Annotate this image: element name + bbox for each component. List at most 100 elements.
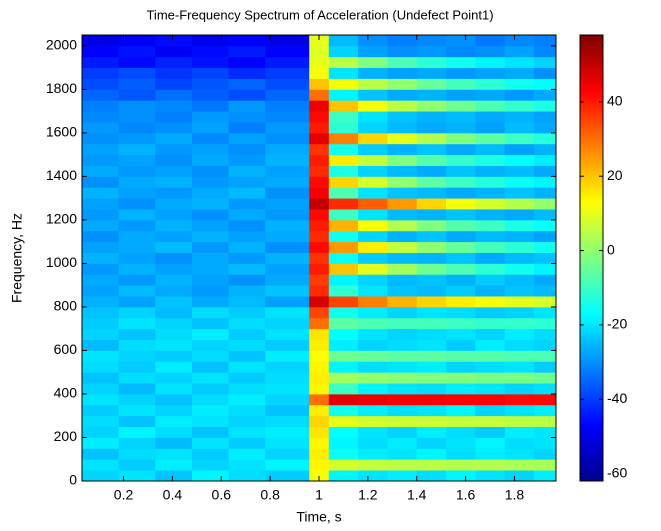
x-tick-label: 1.6 [456, 487, 476, 503]
heat-cell [328, 198, 359, 210]
heat-cell [265, 187, 310, 199]
heat-cell [416, 56, 447, 69]
heat-cell [504, 317, 535, 330]
heat-cell [387, 459, 418, 471]
heat-cell [446, 296, 476, 308]
heat-cell [504, 274, 535, 286]
heat-cell [416, 111, 447, 123]
heat-cell [82, 263, 120, 275]
heat-cell [416, 154, 447, 166]
heat-cell [504, 122, 535, 134]
heat-cell [309, 230, 330, 243]
heat-cell [155, 187, 193, 199]
heat-cell [358, 306, 388, 319]
heat-cell [534, 143, 557, 156]
heat-cell [265, 45, 310, 58]
heat-cell [82, 209, 120, 221]
heat-cell [446, 89, 476, 101]
heat-cell [446, 328, 476, 340]
heat-cell [228, 296, 266, 308]
heat-cell [82, 437, 120, 449]
heat-cell [309, 285, 330, 297]
heat-cell [118, 404, 156, 417]
heat-cell [358, 339, 388, 351]
heat-cell [309, 339, 330, 351]
heat-cell [82, 143, 120, 156]
heat-cell [534, 350, 557, 362]
heat-cell [475, 285, 506, 297]
heat-cell [504, 350, 535, 362]
heat-cell [228, 78, 266, 90]
heat-cell [504, 437, 535, 449]
heat-cell [416, 89, 447, 101]
heat-cell [328, 437, 359, 449]
heat-cell [387, 350, 418, 362]
heat-cell [82, 383, 120, 395]
heat-cell [118, 219, 156, 232]
heat-cell [358, 122, 388, 134]
y-tick-label: 1800 [46, 80, 77, 96]
heat-cell [358, 100, 388, 112]
heat-cell [358, 56, 388, 69]
heat-cell [328, 252, 359, 264]
heat-cell [504, 89, 535, 101]
heat-cell [155, 372, 193, 384]
heat-cell [328, 176, 359, 188]
heat-cell [446, 154, 476, 166]
y-tick-label: 2000 [46, 37, 77, 53]
heat-cell [328, 426, 359, 438]
heat-cell [416, 230, 447, 243]
heat-cell [228, 89, 266, 101]
heat-cell [191, 285, 229, 297]
heat-cell [416, 404, 447, 417]
heat-cell [387, 328, 418, 340]
heat-cell [118, 122, 156, 134]
heat-cell [446, 459, 476, 471]
heat-cell [309, 111, 330, 123]
heat-cell [328, 78, 359, 90]
y-tick-label: 0 [69, 472, 77, 488]
y-tick-label: 1400 [46, 167, 77, 183]
heat-cell [416, 296, 447, 308]
heat-cell [191, 187, 229, 199]
heat-cell [446, 56, 476, 69]
heat-cell [387, 219, 418, 232]
heat-cell [504, 470, 535, 482]
heat-cell [328, 306, 359, 319]
heat-cell [82, 187, 120, 199]
heat-cell [504, 45, 535, 58]
heat-cell [328, 154, 359, 166]
heat-cell [475, 339, 506, 351]
heat-cell [416, 35, 447, 47]
heat-cell [155, 448, 193, 460]
heat-cell [358, 263, 388, 275]
heat-cell [118, 361, 156, 373]
heat-cell [82, 317, 120, 330]
heat-cell [309, 437, 330, 449]
heat-cell [475, 350, 506, 362]
heat-cell [475, 45, 506, 58]
heat-cell [475, 187, 506, 199]
heat-cell [118, 372, 156, 384]
heat-cell [82, 45, 120, 58]
heat-cell [446, 176, 476, 188]
heat-cell [309, 132, 330, 145]
heat-cell [504, 448, 535, 460]
heat-cell [118, 470, 156, 482]
heat-cell [534, 89, 557, 101]
heat-cell [118, 165, 156, 177]
heat-cell [416, 285, 447, 297]
heat-cell [358, 393, 388, 406]
heat-cell [228, 241, 266, 253]
heat-cell [416, 361, 447, 373]
heat-cell [191, 132, 229, 145]
heat-cell [504, 209, 535, 221]
heat-cell [534, 459, 557, 471]
heat-cell [265, 285, 310, 297]
heat-cell [387, 143, 418, 156]
heat-cell [328, 89, 359, 101]
heat-cell [82, 350, 120, 362]
heat-cell [191, 470, 229, 482]
heat-cell [328, 230, 359, 243]
heat-cell [191, 459, 229, 471]
